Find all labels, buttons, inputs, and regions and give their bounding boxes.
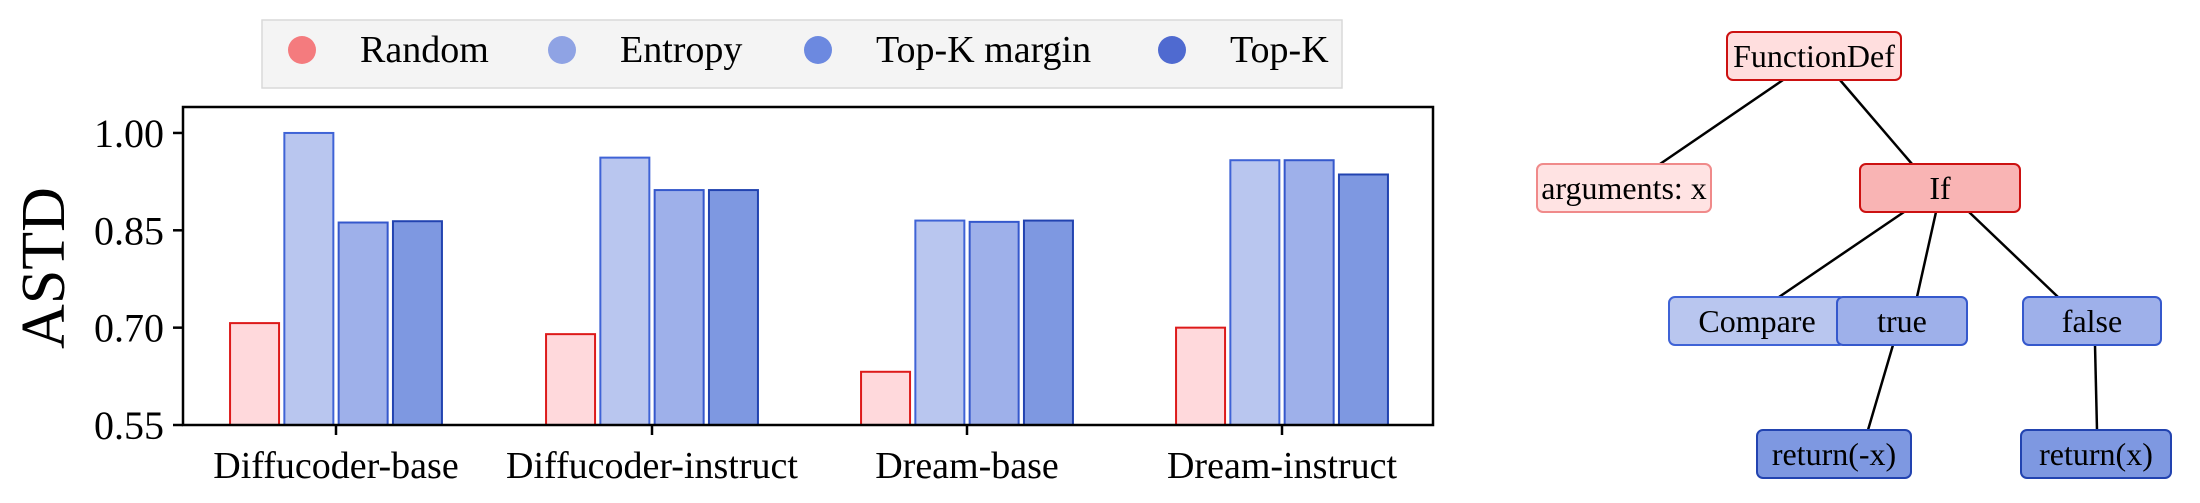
bar-dream-instruct-top-k	[1337, 173, 1389, 426]
tree-edge-if-false	[1968, 211, 2059, 298]
bar-diffucoder-base-top-k-margin	[337, 221, 389, 426]
bar-diffucoder-base-random	[229, 322, 281, 426]
tree-node-box	[1836, 296, 1968, 346]
tree-node-functiondef: FunctionDef	[1726, 31, 1902, 81]
tree-node-box	[1756, 429, 1912, 479]
tree-node-true: true	[1836, 296, 1968, 346]
legend-marker-random	[288, 36, 316, 64]
bar-diffucoder-base-top-k	[391, 220, 443, 426]
plot-frame	[181, 105, 1435, 427]
bar-diffucoder-instruct-random	[545, 333, 597, 426]
tree-node-box	[1859, 163, 2021, 213]
bar-diffucoder-base-entropy	[283, 131, 335, 426]
legend-item-top-k-margin: Top-K margin	[804, 29, 1091, 71]
tree-edge-if-true	[1915, 211, 1938, 298]
y-tick-label: 0.55	[94, 403, 164, 448]
category-label-diffucoder-instruct: Diffucoder-instruct	[506, 445, 798, 487]
bar-dream-base-entropy	[914, 219, 966, 426]
tree-node-label: If	[1929, 170, 1951, 206]
tree-node-box	[1726, 31, 1902, 81]
legend-item-entropy: Entropy	[548, 29, 742, 71]
y-axis-label: ASTD	[10, 187, 78, 349]
tree-node-if: If	[1859, 163, 2021, 213]
category-label-dream-base: Dream-base	[875, 445, 1059, 487]
bar-diffucoder-instruct-top-k	[707, 189, 759, 426]
legend-label: Entropy	[620, 29, 742, 71]
legend-marker-top-k	[1158, 36, 1186, 64]
y-tick-label: 0.70	[94, 306, 164, 351]
legend-item-random: Random	[288, 29, 489, 71]
tree-edge-functiondef-if	[1839, 79, 1913, 165]
bar-chart: 0.55 0.70 0.85 1.00 Diffucoder-base Diffucod…	[10, 105, 1435, 487]
tree-node-label: return(x)	[2039, 436, 2153, 472]
tree-node-compare: Compare	[1668, 296, 1846, 346]
tree-node-label: Compare	[1698, 303, 1815, 339]
tree-node-box	[1536, 163, 1712, 213]
legend-item-top-k: Top-K	[1158, 29, 1329, 71]
bar-diffucoder-instruct-top-k-margin	[653, 189, 705, 426]
bar-dream-base-top-k-margin	[968, 220, 1020, 426]
tree-node-false: false	[2022, 296, 2162, 346]
legend-label: Top-K margin	[876, 29, 1091, 71]
tree-node-label: arguments: x	[1541, 170, 1707, 206]
category-label-diffucoder-base: Diffucoder-base	[213, 445, 458, 487]
bar-dream-base-top-k	[1022, 219, 1074, 426]
tree-node-box	[2020, 429, 2172, 479]
ast-tree: FunctionDef arguments: x If Compare true fals…	[1536, 31, 2172, 479]
tree-node-return-pos: return(x)	[2020, 429, 2172, 479]
legend: Random Entropy Top-K margin Top-K	[261, 19, 1343, 89]
legend-marker-top-k-margin	[804, 36, 832, 64]
y-tick-label: 0.85	[94, 208, 164, 253]
tree-node-return-neg: return(-x)	[1756, 429, 1912, 479]
category-label-dream-instruct: Dream-instruct	[1167, 445, 1397, 487]
tree-node-arguments: arguments: x	[1536, 163, 1712, 213]
legend-label: Top-K	[1230, 29, 1329, 71]
bar-dream-instruct-top-k-margin	[1283, 159, 1335, 426]
tree-edge-if-compare	[1778, 210, 1905, 299]
tree-edge-functiondef-arguments	[1659, 78, 1784, 166]
legend-marker-entropy	[548, 36, 576, 64]
legend-label: Random	[360, 29, 489, 71]
tree-node-label: false	[2062, 303, 2122, 339]
bar-diffucoder-instruct-entropy	[599, 156, 651, 426]
bar-dream-instruct-entropy	[1229, 159, 1281, 426]
bar-dream-base-random	[860, 370, 912, 426]
tree-edge-false-return-pos	[2093, 344, 2099, 431]
bar-dream-instruct-random	[1175, 326, 1227, 427]
y-tick-label: 1.00	[94, 111, 164, 156]
tree-node-label: return(-x)	[1772, 436, 1896, 472]
tree-node-box	[2022, 296, 2162, 346]
tree-node-label: FunctionDef	[1733, 38, 1895, 74]
tree-node-label: true	[1877, 303, 1927, 339]
tree-edge-true-return-neg	[1866, 344, 1895, 431]
